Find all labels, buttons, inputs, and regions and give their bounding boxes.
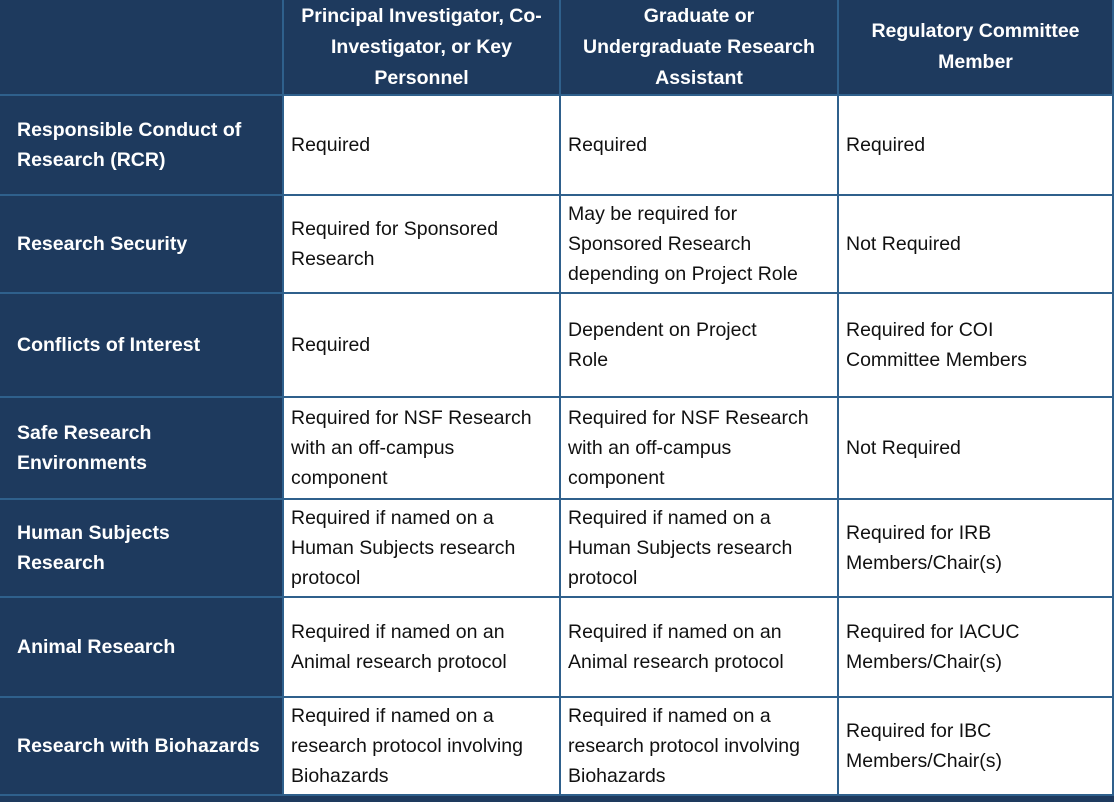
corner-cell <box>0 0 284 96</box>
table-row: Responsible Conduct of Research (RCR) Re… <box>0 96 1114 196</box>
table-cell: Required for Sponsored Research <box>284 196 561 294</box>
row-header-conflicts-of-interest: Conflicts of Interest <box>0 294 284 398</box>
table-cell: Required <box>284 294 561 398</box>
table-cell: Required if named on an Animal research … <box>284 598 561 698</box>
table-row: Research with Biohazards Required if nam… <box>0 698 1114 796</box>
table-cell: May be required for Sponsored Research d… <box>561 196 839 294</box>
table-cell: Required for COI Committee Members <box>839 294 1114 398</box>
table-cell: Required for IRB Members/Chair(s) <box>839 500 1114 598</box>
table-cell: Required if named on a Human Subjects re… <box>284 500 561 598</box>
row-header-rcr: Responsible Conduct of Research (RCR) <box>0 96 284 196</box>
table-cell: Dependent on Project Role <box>561 294 839 398</box>
column-header-pi-key-personnel: Principal Investigator, Co- Investigator… <box>284 0 561 96</box>
table-row: Research Security Required for Sponsored… <box>0 196 1114 294</box>
row-header-research-security: Research Security <box>0 196 284 294</box>
table-row: Animal Research Required if named on an … <box>0 598 1114 698</box>
table-row: Human Subjects Research Required if name… <box>0 500 1114 598</box>
table-cell: Required <box>839 96 1114 196</box>
row-header-animal-research: Animal Research <box>0 598 284 698</box>
table-cell: Required for NSF Research with an off-ca… <box>284 398 561 500</box>
table-cell: Required for IACUC Members/Chair(s) <box>839 598 1114 698</box>
table-cell: Required if named on a research protocol… <box>561 698 839 796</box>
table-cell: Required for NSF Research with an off-ca… <box>561 398 839 500</box>
row-header-research-with-biohazards: Research with Biohazards <box>0 698 284 796</box>
table-cell: Required if named on a research protocol… <box>284 698 561 796</box>
table-cell: Required if named on an Animal research … <box>561 598 839 698</box>
column-header-regulatory-member: Regulatory Committee Member <box>839 0 1114 96</box>
row-header-safe-research-environments: Safe Research Environments <box>0 398 284 500</box>
table-row: Conflicts of Interest Required Dependent… <box>0 294 1114 398</box>
table-cell: Required for IBC Members/Chair(s) <box>839 698 1114 796</box>
table-row: Safe Research Environments Required for … <box>0 398 1114 500</box>
table-cell: Not Required <box>839 398 1114 500</box>
column-header-research-assistant: Graduate or Undergraduate Research Assis… <box>561 0 839 96</box>
row-header-human-subjects-research: Human Subjects Research <box>0 500 284 598</box>
table-cell: Not Required <box>839 196 1114 294</box>
table-cell: Required <box>561 96 839 196</box>
header-row: Principal Investigator, Co- Investigator… <box>0 0 1114 96</box>
table-cell: Required <box>284 96 561 196</box>
table-cell: Required if named on a Human Subjects re… <box>561 500 839 598</box>
